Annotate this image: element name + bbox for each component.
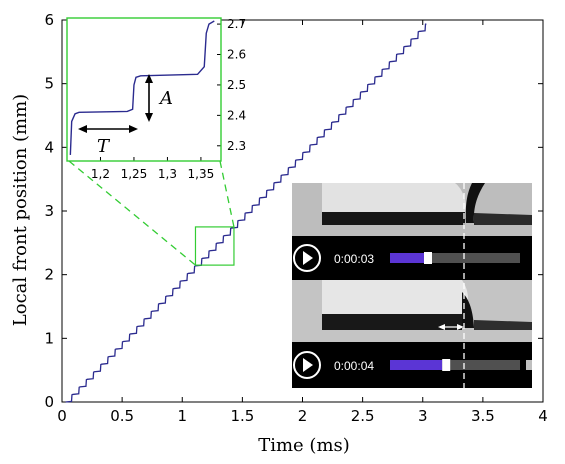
video-progress-track[interactable] [390,253,520,263]
y-tick-label: 1 [44,329,54,347]
x-tick-label: 1 [177,407,187,425]
main-series-line [65,23,427,403]
x-tick-label: 1.5 [230,407,254,425]
film-layer [322,212,465,225]
video-progress-handle[interactable] [442,359,451,371]
x-tick-label: 3 [418,407,428,425]
x-tick-label: 0.5 [110,407,134,425]
annotation-t: T [97,136,111,157]
video-timestamp: 0:00:03 [334,252,374,266]
zoom-connector-line [219,160,235,228]
inset-x-tick-label: 1,25 [121,167,148,181]
main-axes: 0 0.5 1 1.5 2 2.5 3 3.5 4 0 1 2 3 4 5 6 [44,11,547,425]
y-tick-label: 6 [44,11,54,29]
play-icon[interactable] [303,358,313,372]
y-tick-label: 5 [44,75,54,93]
inset-background [67,18,221,161]
y-tick-label: 3 [44,202,54,220]
play-icon[interactable] [293,351,321,379]
inset-frame [66,17,222,162]
video-progress-fill [390,360,443,370]
film-layer [474,213,532,225]
y-axis-title: Local front position (mm) [10,94,31,326]
play-button[interactable] [293,244,321,272]
video-progress-track[interactable] [390,360,520,370]
video-progress-handle[interactable] [424,252,432,264]
video-timestamp: 0:00:04 [334,359,374,373]
inset-y-tick-label: 2.4 [227,108,246,122]
video-frames-panel: 0:00:03 0:00:04 [292,183,532,388]
inset-x-tick-label: 1,3 [158,167,177,181]
displacement-arrow [438,324,464,330]
play-button[interactable] [293,351,321,379]
zoom-connector-line [68,160,196,266]
x-tick-label: 0 [57,407,67,425]
amplitude-arrow [145,74,153,122]
contact-line [465,183,485,223]
droplet-shape [322,183,467,220]
inset-x-tick-label: 1,35 [188,167,215,181]
annotation-a: A [158,88,173,109]
y-tick-label: 0 [44,393,54,411]
inset-y-tick-label: 2.6 [227,48,246,62]
period-arrow [78,125,138,133]
inset-y-tick-label: 2.5 [227,78,246,92]
video-progress-fill [390,253,424,263]
play-icon[interactable] [293,244,321,272]
x-tick-label: 2.5 [351,407,375,425]
inset-y-tick-label: 2.7 [227,17,246,31]
play-icon[interactable] [303,251,313,265]
x-tick-label: 4 [538,407,548,425]
inset-x-tick-label: 1,2 [91,167,110,181]
inset-axes: 1,2 1,25 1,3 1,35 2.3 2.4 2.5 2.6 2.7 [91,17,246,181]
film-layer [322,314,462,330]
droplet-shape [322,280,468,318]
zoom-region-box [194,226,235,266]
y-tick-label: 2 [44,266,54,284]
film-layer [474,320,532,330]
x-tick-label: 2 [298,407,308,425]
inset-series-line [69,20,215,155]
x-tick-label: 3.5 [471,407,495,425]
video-progress-end [526,360,532,370]
contact-line [462,292,474,328]
inset-y-tick-label: 2.3 [227,139,246,153]
y-tick-label: 4 [44,138,54,156]
x-axis-title: Time (ms) [258,435,350,456]
